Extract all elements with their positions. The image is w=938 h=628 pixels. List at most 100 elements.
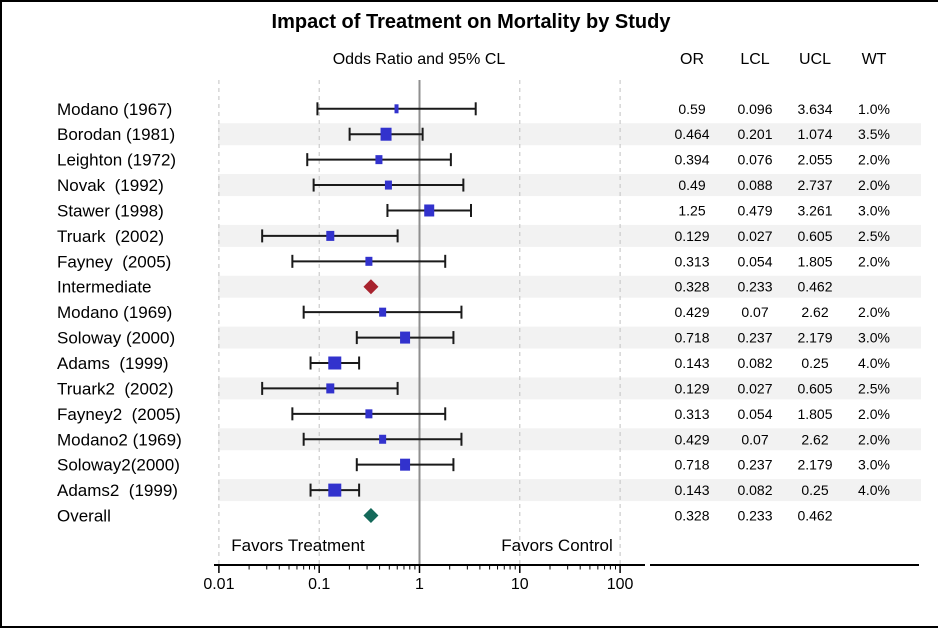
lcl-value: 0.237 <box>737 457 772 473</box>
or-value: 0.143 <box>674 482 709 498</box>
ucl-value: 0.605 <box>797 380 832 396</box>
wt-value: 2.0% <box>858 431 890 447</box>
wt-value: 2.0% <box>858 177 890 193</box>
row-band <box>218 377 921 400</box>
lcl-value: 0.201 <box>737 126 772 142</box>
or-marker <box>326 383 335 394</box>
ucl-value: 1.074 <box>797 126 832 142</box>
ucl-value: 3.634 <box>797 101 832 117</box>
ucl-value: 0.605 <box>797 228 832 244</box>
row-band <box>218 326 921 349</box>
lcl-value: 0.054 <box>737 406 772 422</box>
wt-value: 4.0% <box>858 482 890 498</box>
favors-treatment-label: Favors Treatment <box>231 536 365 555</box>
lcl-value: 0.233 <box>737 508 772 524</box>
or-value: 0.129 <box>674 228 709 244</box>
or-value: 0.328 <box>674 508 709 524</box>
wt-value: 2.0% <box>858 304 890 320</box>
or-value: 0.59 <box>678 101 705 117</box>
wt-value: 3.5% <box>858 126 890 142</box>
wt-value: 2.0% <box>858 152 890 168</box>
study-label: Novak (1992) <box>57 176 164 195</box>
ucl-value: 2.179 <box>797 330 832 346</box>
study-label: Truark2 (2002) <box>57 379 174 398</box>
ucl-value: 2.179 <box>797 457 832 473</box>
or-marker <box>365 409 373 419</box>
study-label: Truark (2002) <box>57 227 164 246</box>
or-marker <box>379 307 387 317</box>
or-value: 1.25 <box>678 202 705 218</box>
lcl-value: 0.054 <box>737 253 772 269</box>
lcl-value: 0.027 <box>737 228 772 244</box>
study-label: Overall <box>57 507 111 526</box>
or-marker <box>400 458 411 471</box>
x-tick-label: 100 <box>607 576 634 593</box>
study-label: Adams (1999) <box>57 354 169 373</box>
wt-value: 2.5% <box>858 380 890 396</box>
or-value: 0.464 <box>674 126 709 142</box>
row-band <box>218 174 921 197</box>
study-label: Adams2 (1999) <box>57 481 178 500</box>
study-label: Intermediate <box>57 278 152 297</box>
wt-value: 2.0% <box>858 406 890 422</box>
or-marker <box>394 104 399 114</box>
ucl-value: 1.805 <box>797 406 832 422</box>
x-axis-title: Odds Ratio and 95% CL <box>332 51 506 68</box>
ucl-value: 2.055 <box>797 152 832 168</box>
ucl-value: 0.25 <box>801 355 828 371</box>
study-label: Modano (1967) <box>57 100 172 119</box>
or-marker <box>380 127 392 141</box>
lcl-value: 0.07 <box>741 304 768 320</box>
or-marker <box>424 204 435 217</box>
or-marker <box>379 434 387 444</box>
or-value: 0.313 <box>674 406 709 422</box>
or-value: 0.394 <box>674 152 709 168</box>
column-header-lcl: LCL <box>740 51 770 68</box>
wt-value: 4.0% <box>858 355 890 371</box>
lcl-value: 0.076 <box>737 152 772 168</box>
study-label: Leighton (1972) <box>57 151 176 170</box>
row-band <box>218 479 921 502</box>
lcl-value: 0.088 <box>737 177 772 193</box>
or-marker <box>384 180 392 190</box>
or-marker <box>326 230 335 241</box>
x-tick-label: 0.01 <box>203 576 234 593</box>
or-value: 0.129 <box>674 380 709 396</box>
study-label: Modano2 (1969) <box>57 430 182 449</box>
ucl-value: 3.261 <box>797 202 832 218</box>
wt-value: 2.0% <box>858 253 890 269</box>
study-label: Borodan (1981) <box>57 125 175 144</box>
or-value: 0.718 <box>674 330 709 346</box>
column-header-or: OR <box>680 51 704 68</box>
or-marker <box>375 155 383 165</box>
wt-value: 2.5% <box>858 228 890 244</box>
wt-value: 3.0% <box>858 330 890 346</box>
lcl-value: 0.237 <box>737 330 772 346</box>
row-band <box>218 123 921 146</box>
or-marker <box>400 331 411 344</box>
x-tick-label: 1 <box>415 576 424 593</box>
study-label: Soloway2(2000) <box>57 456 180 475</box>
wt-value: 3.0% <box>858 202 890 218</box>
column-header-ucl: UCL <box>798 51 832 68</box>
ucl-value: 0.462 <box>797 508 832 524</box>
summary-diamond <box>363 508 379 524</box>
or-value: 0.313 <box>674 253 709 269</box>
summary-diamond <box>363 279 379 295</box>
study-label: Modano (1969) <box>57 303 172 322</box>
x-tick-label: 10 <box>511 576 529 593</box>
column-header-wt: WT <box>861 51 887 68</box>
ucl-value: 2.737 <box>797 177 832 193</box>
lcl-value: 0.082 <box>737 355 772 371</box>
lcl-value: 0.096 <box>737 101 772 117</box>
study-label: Fayney (2005) <box>57 252 171 271</box>
study-label: Fayney2 (2005) <box>57 405 181 424</box>
ucl-value: 2.62 <box>801 431 828 447</box>
ucl-value: 1.805 <box>797 253 832 269</box>
or-value: 0.718 <box>674 457 709 473</box>
or-value: 0.429 <box>674 431 709 447</box>
wt-value: 3.0% <box>858 457 890 473</box>
or-marker <box>365 256 373 266</box>
